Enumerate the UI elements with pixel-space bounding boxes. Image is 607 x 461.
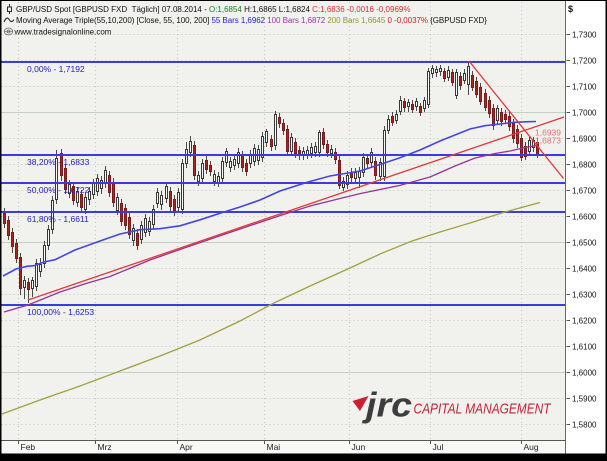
svg-text:1,6400: 1,6400: [572, 265, 597, 274]
svg-text:1,5800: 1,5800: [572, 421, 597, 430]
svg-text:1,6500: 1,6500: [572, 239, 597, 248]
svg-text:1,6600: 1,6600: [572, 213, 597, 222]
svg-text:Jul: Jul: [433, 442, 444, 452]
svg-text:Apr: Apr: [180, 442, 193, 452]
svg-text:1,6873: 1,6873: [535, 136, 561, 146]
svg-text:Jun: Jun: [352, 442, 366, 452]
svg-text:Moving Average Triple(55,10,20: Moving Average Triple(55,10,200) [Close,…: [16, 16, 487, 25]
svg-text:1,6800: 1,6800: [572, 161, 597, 170]
svg-text:Feb: Feb: [21, 442, 36, 452]
svg-text:1,6000: 1,6000: [572, 369, 597, 378]
svg-text:1,6300: 1,6300: [572, 291, 597, 300]
svg-text:Mrz: Mrz: [98, 442, 112, 452]
svg-text:100,00% - 1,6253: 100,00% - 1,6253: [27, 307, 94, 317]
svg-text:www.tradesignalonline.com: www.tradesignalonline.com: [14, 28, 112, 37]
svg-text:$: $: [568, 4, 573, 14]
svg-text:1,7200: 1,7200: [572, 57, 597, 66]
svg-text:61,80% - 1,6611: 61,80% - 1,6611: [27, 214, 89, 224]
svg-text:50,00% - 1,6722: 50,00% - 1,6722: [27, 185, 90, 195]
svg-text:1,7000: 1,7000: [572, 109, 597, 118]
svg-text:1,6700: 1,6700: [572, 187, 597, 196]
svg-text:Aug: Aug: [524, 442, 539, 452]
svg-text:1,6900: 1,6900: [572, 135, 597, 144]
svg-text:1,6200: 1,6200: [572, 317, 597, 326]
svg-text:1,6939: 1,6939: [535, 128, 561, 138]
svg-text:jrc: jrc: [362, 387, 413, 425]
svg-text:1,6100: 1,6100: [572, 343, 597, 352]
svg-text:GBP/USD Spot [GBPUSD FXD Tägl: GBP/USD Spot [GBPUSD FXD Täglich] 07.08.…: [16, 5, 410, 14]
svg-text:1,7100: 1,7100: [572, 83, 597, 92]
svg-text:CAPITAL MANAGEMENT: CAPITAL MANAGEMENT: [414, 401, 552, 418]
svg-text:38,20% - 1,6833: 38,20% - 1,6833: [27, 157, 90, 167]
svg-text:0,00% - 1,7192: 0,00% - 1,7192: [27, 64, 85, 74]
svg-text:1,5900: 1,5900: [572, 395, 597, 404]
svg-text:1,7300: 1,7300: [572, 31, 597, 40]
svg-text:Mai: Mai: [267, 442, 281, 452]
